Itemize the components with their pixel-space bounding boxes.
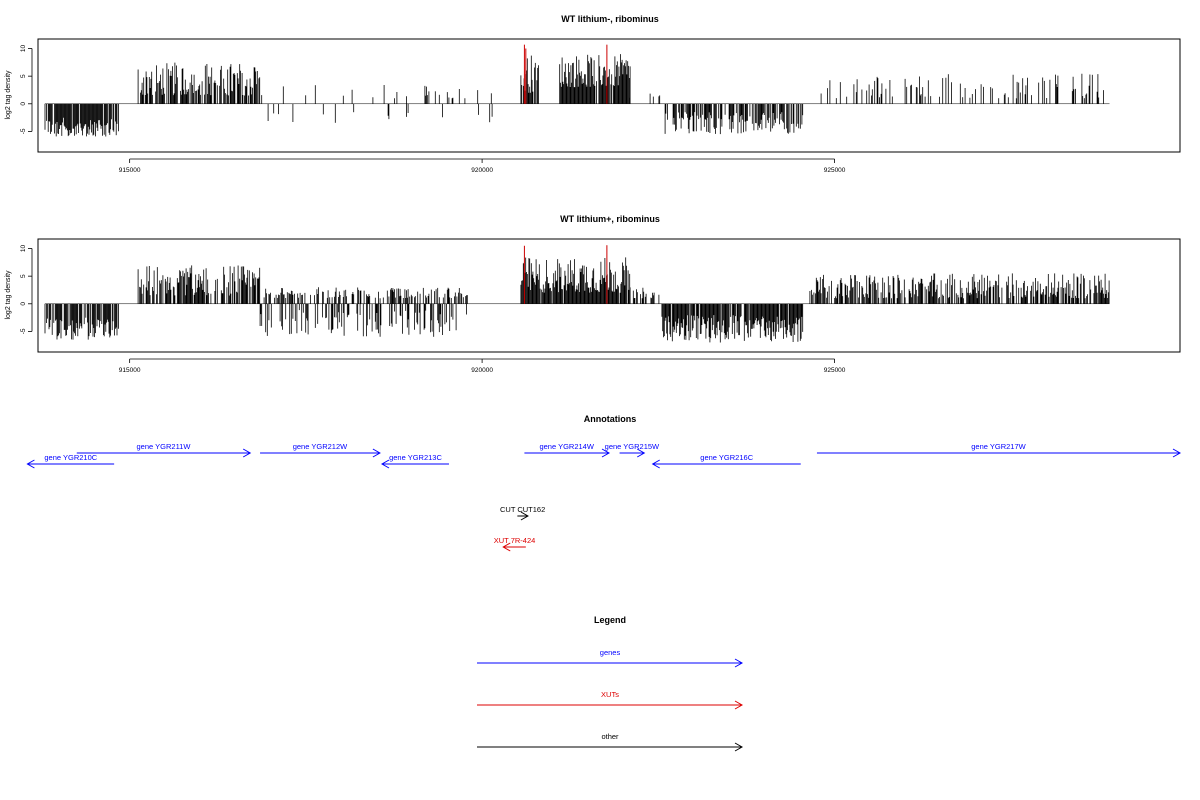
feature-label: XUT 7R-424 [494,536,536,545]
x-tick-label: 925000 [824,367,846,374]
coverage-bars [44,245,1110,343]
y-axis-label: log2 tag density [5,270,12,320]
y-tick-label: 0 [20,302,27,306]
plot-frame [37,38,1181,153]
y-tick-label: -5 [20,128,27,134]
y-tick-label: 10 [20,245,27,253]
y-tick-label: 5 [20,274,27,278]
feature-label: gene YGR212W [293,442,348,451]
feature-label: gene YGR213C [389,453,442,462]
feature-arrowhead [636,448,646,458]
feature-arrowhead [502,542,511,552]
x-tick-label: 915000 [119,367,141,374]
feature-label: gene YGR210C [44,453,97,462]
track-title-lithium-plus: WT lithium+, ribominus [560,214,660,224]
y-tick-label: -5 [20,328,27,334]
feature-arrowhead [242,448,252,458]
feature-label: gene YGR211W [137,442,192,451]
plot-frame [37,238,1181,353]
feature-label: gene YGR214W [539,442,594,451]
legend-label: XUTs [601,690,619,699]
axes: -5 0 5 10 915000 920000 925000 [20,245,846,374]
track-panel-lithium-plus: WT lithium+, ribominus log2 tag density … [5,214,1181,374]
axes: -5 0 5 10 915000 920000 925000 [20,45,846,174]
track-title-lithium-minus: WT lithium-, ribominus [561,14,659,24]
feature-arrowhead [381,459,390,469]
feature-arrowhead [601,448,611,458]
x-tick-label: 920000 [471,367,493,374]
legend-title: Legend [594,615,626,625]
legend-arrowhead [734,658,744,668]
legend-arrowhead [734,700,744,710]
annotations-title: Annotations [584,414,637,424]
track-panel-lithium-minus: WT lithium-, ribominus log2 tag density … [5,14,1181,174]
coverage-bars [44,44,1110,137]
legend-label: other [601,732,619,741]
feature-label: gene YGR215W [605,442,660,451]
legend-panel: Legend genes XUTs other [477,615,744,752]
legend-arrowhead [734,742,744,752]
legend-entries: genes XUTs other [477,648,744,752]
y-axis-label: log2 tag density [5,70,12,120]
feature-arrowhead [651,459,660,469]
feature-label: CUT CUT162 [500,505,545,514]
feature-arrows: gene YGR210C gene YGR211W gene YGR212W gene… [26,442,1182,552]
y-tick-label: 0 [20,102,27,106]
feature-arrowhead [26,459,35,469]
feature-label: gene YGR217W [971,442,1026,451]
x-tick-label: 915000 [119,167,141,174]
feature-arrowhead [520,511,529,521]
legend-label: genes [600,648,621,657]
feature-label: gene YGR216C [700,453,753,462]
feature-arrowhead [1172,448,1182,458]
y-tick-label: 5 [20,74,27,78]
x-tick-label: 925000 [824,167,846,174]
feature-arrowhead [372,448,381,458]
y-tick-label: 10 [20,45,27,53]
x-tick-label: 920000 [471,167,493,174]
